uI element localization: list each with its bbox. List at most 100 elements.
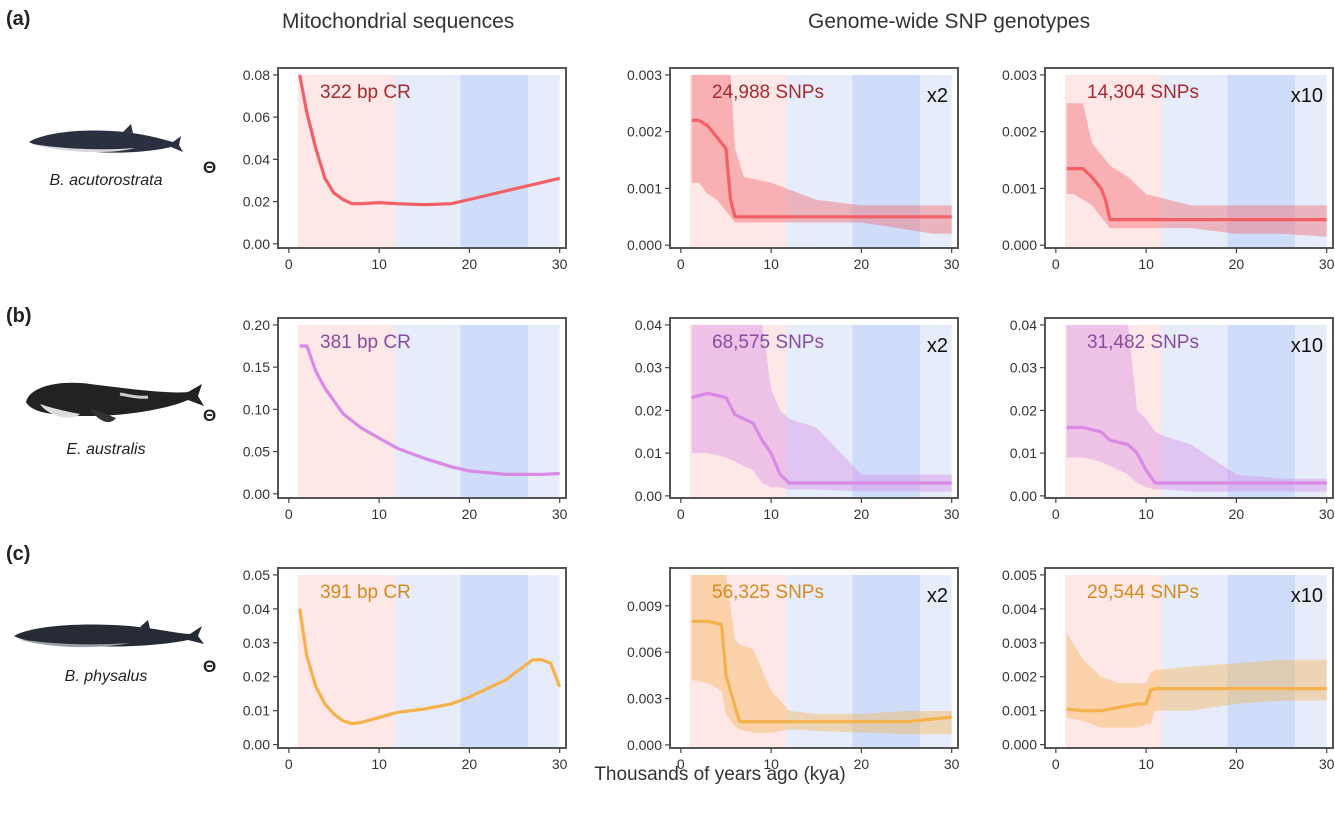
chart-panel-a-snp2: 0.000 0.001 0.002 0.003 0 10 20 30 24,988 SNPs x2 [627, 67, 960, 272]
y-tick-label: 0.03 [1010, 360, 1037, 376]
y-tick-label: 0.04 [1010, 317, 1037, 333]
y-tick-label: 0.00 [635, 488, 662, 504]
y-tick-label: 0.05 [243, 444, 270, 460]
y-tick-label: 0.003 [1002, 635, 1037, 651]
minke-whale-icon [29, 124, 183, 153]
band-pre-lgm [920, 74, 952, 248]
x-tick-label: 30 [944, 256, 960, 272]
chart-panel-b-snp2: 0.00 0.01 0.02 0.03 0.04 0 10 20 30 68,575 SNPs x2 [635, 317, 960, 522]
confidence-band [691, 74, 952, 234]
x-tick-label: 20 [854, 756, 870, 772]
x-tick-label: 20 [462, 506, 478, 522]
band-late-glacial [786, 324, 853, 498]
x-tick-label: 10 [1138, 756, 1154, 772]
x-axis-label: Thousands of years ago (kya) [594, 764, 846, 785]
multiplier-label: x2 [927, 585, 948, 607]
panel-frame [277, 67, 567, 249]
y-tick-label: 0.03 [635, 360, 662, 376]
x-tick-label: 30 [1319, 506, 1335, 522]
y-tick-label: 0.20 [243, 317, 270, 333]
column-title-snp: Genome-wide SNP genotypes [808, 10, 1091, 33]
series-line [1066, 687, 1327, 713]
x-tick-label: 30 [552, 256, 568, 272]
y-tick-label: 0.009 [627, 598, 662, 614]
series-line [691, 619, 952, 724]
series-line [1066, 425, 1327, 485]
x-tick-label: 10 [371, 756, 387, 772]
x-tick-label: 10 [763, 256, 779, 272]
y-tick-label: 0.001 [1002, 180, 1037, 196]
y-tick-label: 0.00 [243, 737, 270, 753]
x-tick-label: 20 [1229, 256, 1245, 272]
series-line [691, 118, 952, 219]
column-title-mito: Mitochondrial sequences [282, 10, 515, 33]
annotation-label: 14,304 SNPs [1087, 82, 1199, 103]
x-tick-label: 0 [1052, 756, 1060, 772]
band-late-glacial [786, 74, 853, 248]
band-lgm [460, 324, 529, 498]
y-tick-label: 0.003 [1002, 67, 1037, 83]
y-tick-label: 0.006 [627, 644, 662, 660]
panel-frame [1044, 317, 1334, 499]
series-line [298, 74, 561, 207]
chart-panel-c-mito: 0.00 0.01 0.02 0.03 0.04 0.05 0 10 20 30 391 bp CR [243, 567, 568, 772]
band-late-glacial [1161, 574, 1228, 748]
x-tick-label: 20 [462, 756, 478, 772]
panel-frame [669, 67, 959, 249]
x-tick-label: 20 [854, 256, 870, 272]
band-late-glacial [1161, 324, 1228, 498]
x-tick-label: 30 [552, 756, 568, 772]
band-lgm [460, 574, 529, 748]
band-holocene [1064, 574, 1162, 748]
band-late-glacial [786, 574, 853, 748]
x-tick-label: 20 [1229, 756, 1245, 772]
confidence-band [691, 574, 952, 735]
y-tick-label: 0.00 [243, 486, 270, 502]
y-tick-label: 0.06 [243, 109, 270, 125]
y-tick-label: 0.002 [1002, 124, 1037, 140]
y-tick-label: 0.03 [243, 635, 270, 651]
annotation-label: 68,575 SNPs [712, 332, 824, 353]
y-tick-label: 0.000 [627, 237, 662, 253]
panel-frame [1044, 567, 1334, 749]
band-late-glacial [394, 74, 461, 248]
y-tick-label: 0.02 [1010, 402, 1037, 418]
y-tick-label: 0.002 [627, 124, 662, 140]
band-holocene [689, 74, 787, 248]
panel-frame [277, 567, 567, 749]
theta-label-a: Θ [203, 158, 217, 177]
x-tick-label: 30 [944, 506, 960, 522]
x-tick-label: 0 [677, 756, 685, 772]
x-tick-label: 0 [677, 256, 685, 272]
chart-panel-a-snp10: 0.000 0.001 0.002 0.003 0 10 20 30 14,304 SNPs x1… [1002, 67, 1335, 272]
y-tick-label: 0.00 [243, 236, 270, 252]
annotation-label: 29,544 SNPs [1087, 582, 1199, 603]
panel-frame [277, 317, 567, 499]
x-tick-label: 30 [1319, 256, 1335, 272]
band-pre-lgm [528, 74, 560, 248]
x-tick-label: 10 [371, 256, 387, 272]
y-tick-label: 0.10 [243, 401, 270, 417]
panel-label-c: (c) [6, 543, 31, 565]
multiplier-label: x10 [1291, 335, 1323, 357]
x-tick-label: 0 [1052, 506, 1060, 522]
x-tick-label: 0 [285, 756, 293, 772]
y-tick-label: 0.02 [243, 669, 270, 685]
y-tick-label: 0.05 [243, 567, 270, 583]
annotation-label: 322 bp CR [320, 82, 411, 103]
series-line [299, 344, 560, 476]
y-tick-label: 0.000 [627, 737, 662, 753]
y-tick-label: 0.02 [243, 194, 270, 210]
band-late-glacial [394, 324, 461, 498]
x-tick-label: 10 [763, 756, 779, 772]
panel-label-a: (a) [6, 8, 31, 30]
panel-frame [669, 567, 959, 749]
chart-panel-b-snp10: 0.00 0.01 0.02 0.03 0.04 0 10 20 30 31,482 SNPs x1… [1010, 317, 1335, 522]
band-lgm [852, 574, 921, 748]
x-tick-label: 30 [1319, 756, 1335, 772]
chart-panel-b-mito: 0.00 0.05 0.10 0.15 0.20 0 10 20 30 381 bp CR [243, 317, 568, 522]
x-tick-label: 0 [677, 506, 685, 522]
annotation-label: 381 bp CR [320, 332, 411, 353]
annotation-label: 31,482 SNPs [1087, 332, 1199, 353]
y-tick-label: 0.00 [1010, 488, 1037, 504]
